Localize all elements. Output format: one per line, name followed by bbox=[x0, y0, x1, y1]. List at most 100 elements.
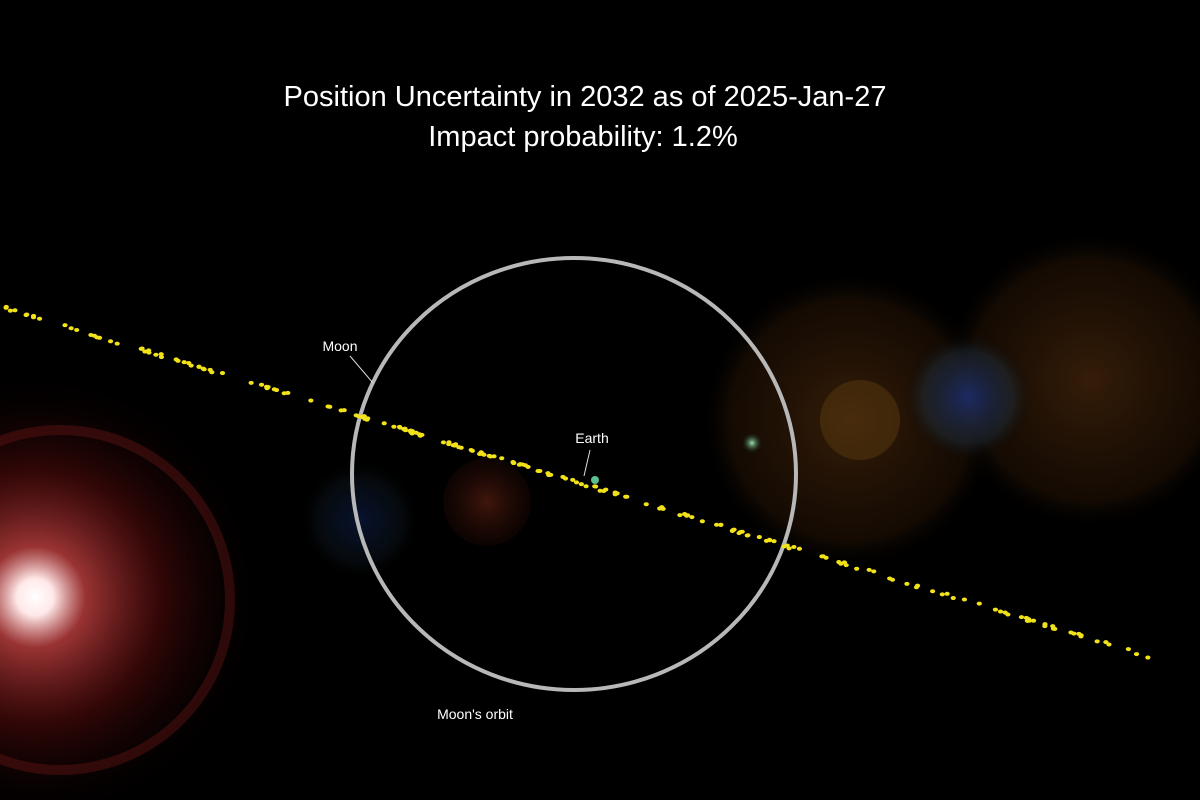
impact-dot bbox=[1050, 626, 1057, 631]
impact-dot bbox=[94, 335, 100, 340]
impact-dot bbox=[1018, 615, 1025, 620]
subtitle: Impact probability: 1.2% bbox=[428, 121, 737, 153]
impact-dot bbox=[1042, 622, 1048, 627]
impact-dot bbox=[456, 445, 462, 450]
impact-dot bbox=[819, 554, 825, 559]
impact-dot bbox=[950, 596, 956, 601]
flare bbox=[940, 230, 1200, 530]
impact-dot bbox=[718, 522, 724, 527]
flare bbox=[300, 460, 420, 580]
impact-dot bbox=[904, 581, 910, 586]
flare bbox=[742, 433, 762, 453]
impact-dot bbox=[401, 427, 407, 432]
impact-dot bbox=[491, 454, 497, 459]
impact-dot bbox=[771, 539, 777, 544]
impact-dot bbox=[866, 567, 872, 572]
flare bbox=[443, 458, 531, 546]
impact-dot bbox=[730, 528, 736, 533]
impact-dot bbox=[188, 363, 194, 368]
impact-dot bbox=[362, 416, 368, 421]
moon-orbit bbox=[350, 256, 798, 692]
impact-dot bbox=[3, 305, 9, 310]
impact-dot bbox=[976, 601, 982, 606]
pointer bbox=[583, 449, 591, 477]
flare bbox=[903, 332, 1033, 462]
impact-dot bbox=[713, 522, 720, 527]
impact-dot bbox=[578, 482, 584, 487]
impact-dot bbox=[62, 323, 68, 328]
pointer bbox=[349, 355, 374, 384]
impact-dot bbox=[546, 473, 552, 478]
impact-dot bbox=[355, 414, 362, 419]
impact-dot bbox=[1094, 639, 1100, 644]
impact-dot bbox=[597, 488, 603, 493]
impact-dot bbox=[685, 513, 691, 518]
impact-dot bbox=[763, 538, 770, 543]
impact-dot bbox=[248, 380, 254, 385]
impact-dot bbox=[791, 544, 797, 549]
impact-dot bbox=[525, 464, 531, 469]
impact-dot bbox=[114, 341, 120, 346]
impact-dot bbox=[308, 398, 314, 403]
impact-dot bbox=[12, 308, 18, 313]
impact-dot bbox=[570, 477, 576, 482]
impact-dot bbox=[338, 408, 344, 413]
impact-dot bbox=[614, 491, 620, 496]
impact-dot bbox=[446, 440, 452, 445]
impact-dot bbox=[139, 346, 145, 351]
impact-dot bbox=[181, 360, 187, 365]
impact-dot bbox=[1145, 655, 1151, 660]
impact-dot bbox=[1103, 640, 1109, 645]
impact-dot bbox=[560, 474, 566, 479]
impact-dot bbox=[469, 448, 475, 453]
impact-dot bbox=[1030, 618, 1037, 623]
impact-dot bbox=[146, 348, 152, 353]
impact-dot bbox=[391, 424, 397, 429]
impact-dot bbox=[535, 468, 541, 473]
impact-dot bbox=[175, 358, 181, 363]
impact-dot bbox=[408, 430, 414, 435]
impact-dot bbox=[745, 533, 751, 538]
impact-dot bbox=[1068, 630, 1074, 635]
impact-dot bbox=[796, 546, 803, 551]
impact-dot bbox=[624, 494, 630, 499]
impact-dot bbox=[944, 591, 950, 596]
impact-dot bbox=[153, 352, 159, 357]
impact-dot bbox=[573, 480, 580, 485]
impact-dot bbox=[219, 371, 226, 376]
orbit-label: Moon's orbit bbox=[437, 706, 513, 722]
impact-dot bbox=[1125, 647, 1131, 652]
impact-dot bbox=[7, 308, 13, 313]
impact-dot bbox=[992, 607, 999, 612]
impact-dot bbox=[1133, 652, 1140, 657]
impact-dot bbox=[477, 451, 483, 456]
impact-dot bbox=[823, 555, 829, 560]
impact-dot bbox=[939, 592, 945, 597]
impact-dot bbox=[158, 355, 165, 360]
impact-dot bbox=[381, 421, 387, 426]
earth bbox=[591, 476, 599, 484]
impact-dot bbox=[281, 391, 287, 396]
impact-dot bbox=[158, 352, 164, 357]
moon-label: Moon bbox=[322, 338, 357, 354]
impact-dot bbox=[699, 519, 705, 524]
flare-ring bbox=[0, 425, 235, 775]
impact-dot bbox=[196, 364, 202, 369]
impact-dot bbox=[1076, 631, 1082, 636]
impact-dot bbox=[510, 461, 517, 466]
impact-dot bbox=[258, 382, 265, 387]
impact-dot bbox=[689, 515, 695, 520]
impact-dot bbox=[107, 339, 114, 344]
impact-dot bbox=[325, 404, 331, 409]
impact-dot bbox=[416, 432, 423, 437]
impact-dot bbox=[781, 544, 787, 549]
impact-dot bbox=[593, 484, 599, 489]
impact-dot bbox=[207, 367, 213, 372]
sun-glow bbox=[0, 367, 265, 800]
impact-dot bbox=[914, 583, 921, 588]
uncertainty-region bbox=[3, 304, 1151, 660]
impact-dot bbox=[68, 326, 74, 331]
impact-dot bbox=[603, 487, 609, 492]
impact-dot bbox=[450, 443, 456, 448]
